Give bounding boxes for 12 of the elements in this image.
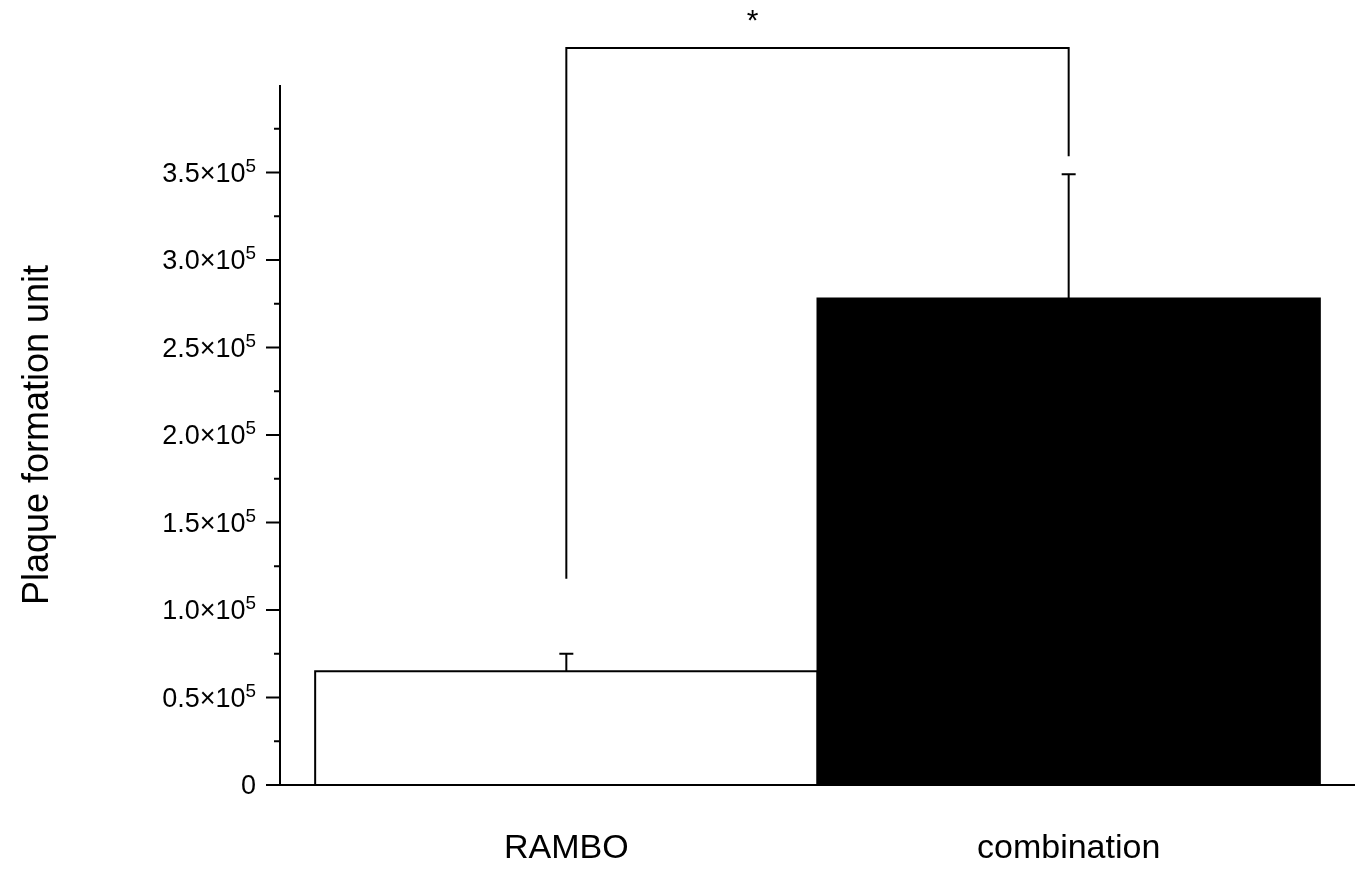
y-tick-label: 2.5×10$^{5}$	[162, 329, 256, 363]
x-tick-label: RAMBO	[503, 827, 629, 865]
text: *	[746, 3, 759, 36]
x-tick-label: combination	[977, 827, 1161, 865]
y-tick-label: 0.5×10$^{5}$	[162, 679, 256, 713]
y-tick-label: 3.5×10$^{5}$	[162, 154, 256, 188]
y-tick-label: 0	[240, 770, 256, 801]
y-tick-label: 2.0×10$^{5}$	[162, 416, 256, 451]
y-tick-label: 3.0×10$^{5}$	[162, 241, 256, 276]
y-tick-label: 1.5×10$^{5}$	[162, 504, 256, 538]
y-axis-title: Plaque formation unit	[15, 264, 56, 606]
y-tick-label: 1.0×10$^{5}$	[162, 591, 256, 626]
